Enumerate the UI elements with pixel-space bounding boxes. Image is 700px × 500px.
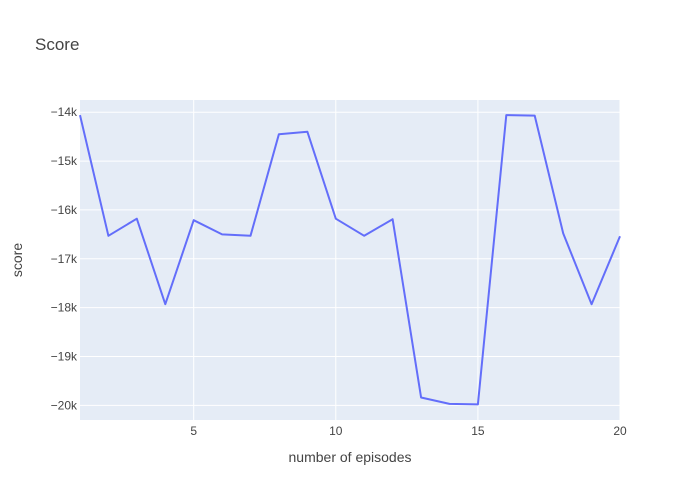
data-point <box>164 303 166 305</box>
data-point <box>107 235 109 237</box>
data-point <box>193 219 195 221</box>
x-tick-label: 5 <box>190 424 197 438</box>
data-point <box>591 303 593 305</box>
x-axis-ticks: 5 10 15 20 <box>190 424 627 438</box>
chart-title: Score <box>35 35 79 54</box>
y-tick-label: −19k <box>51 349 78 363</box>
y-axis-ticks: −14k −15k −16k −17k −18k −19k −20k <box>51 105 78 412</box>
data-point <box>278 133 280 135</box>
data-point <box>392 218 394 220</box>
series-line <box>79 114 621 406</box>
data-point <box>250 235 252 237</box>
data-point <box>335 218 337 220</box>
x-tick-label: 15 <box>471 424 485 438</box>
data-point <box>136 218 138 220</box>
x-tick-label: 10 <box>329 424 343 438</box>
data-point <box>505 114 507 116</box>
data-point <box>619 235 621 237</box>
x-axis-title: number of episodes <box>289 449 412 465</box>
y-tick-label: −20k <box>51 398 78 412</box>
y-tick-label: −17k <box>51 252 78 266</box>
y-tick-label: −15k <box>51 154 78 168</box>
data-point <box>363 235 365 237</box>
x-tick-label: 20 <box>613 424 627 438</box>
data-point <box>221 233 223 235</box>
data-point <box>79 114 81 116</box>
grid-lines <box>80 100 621 420</box>
y-tick-label: −18k <box>51 301 78 315</box>
data-point <box>306 131 308 133</box>
data-point <box>448 403 450 405</box>
y-axis-title: score <box>9 243 25 277</box>
series-group <box>79 114 621 406</box>
y-tick-label: −16k <box>51 203 78 217</box>
data-point <box>420 397 422 399</box>
plot-area <box>80 100 620 420</box>
data-point <box>477 403 479 405</box>
data-point <box>534 115 536 117</box>
y-tick-label: −14k <box>51 105 78 119</box>
data-point <box>562 232 564 234</box>
